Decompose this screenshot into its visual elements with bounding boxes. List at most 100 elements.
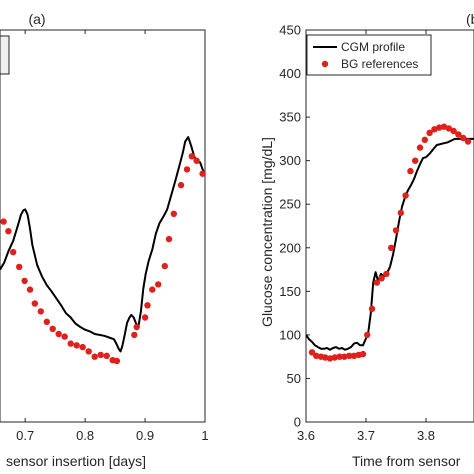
y-tick-label: 400 (279, 66, 301, 81)
series-point-bg (426, 129, 433, 136)
series-point-bg (165, 235, 173, 243)
series-point-bg (113, 357, 121, 365)
series-point-bg (133, 323, 140, 331)
series-point-bg (170, 210, 177, 217)
series-point-bg (193, 157, 200, 164)
series-point-bg (346, 352, 353, 359)
series-point-bg (445, 125, 452, 132)
series-point-bg (407, 167, 414, 175)
series-point-bg (188, 153, 195, 160)
y-tick-label: 250 (279, 197, 301, 212)
series-point-bg (373, 279, 380, 286)
series-point-bg (79, 343, 86, 351)
y-tick-label: 200 (279, 240, 301, 255)
series-point-bg (26, 286, 34, 293)
legend-dot-swatch (321, 60, 329, 68)
x-tick-label: 0.7 (16, 428, 34, 443)
panel-a-legend-fragment (0, 35, 10, 75)
series-point-bg (155, 281, 162, 288)
series-point-bg (392, 227, 400, 234)
panel-b-x-axis-label: Time from sensor (352, 453, 461, 469)
x-tick-label: 0.9 (136, 428, 154, 443)
series-line-cgm (306, 137, 474, 351)
series-point-bg (183, 166, 191, 173)
series-point-bg (161, 262, 168, 270)
y-tick-label: 100 (279, 327, 301, 342)
series-point-bg (0, 218, 7, 225)
series-point-bg (55, 330, 62, 338)
legend-label-bg: BG references (341, 57, 418, 71)
x-tick-label: 3.7 (357, 428, 375, 443)
y-tick-label: 150 (279, 284, 301, 299)
series-point-bg (177, 181, 185, 189)
series-point-bg (455, 131, 462, 138)
series-point-bg (49, 325, 56, 332)
x-tick-label: 1 (201, 428, 208, 443)
series-point-bg (73, 342, 80, 349)
series-point-bg (85, 348, 92, 355)
series-point-bg (131, 331, 138, 339)
series-point-bg (91, 353, 98, 360)
series-point-bg (440, 123, 448, 130)
series-point-bg (141, 314, 149, 321)
legend-label-cgm: CGM profile (341, 40, 405, 54)
series-point-bg (416, 144, 424, 151)
series-point-bg (21, 277, 28, 285)
panel-b-plot-area: 3.6 3.7 3.8 0 50 100 150 200 250 300 350 400 450 (279, 23, 474, 443)
y-tick-label: 450 (279, 23, 301, 38)
x-tick-label: 0.8 (76, 428, 94, 443)
series-point-bg (368, 305, 376, 312)
panel-b-legend: CGM profile BG references (306, 34, 432, 76)
series-point-bg (464, 138, 472, 145)
y-tick-label: 300 (279, 153, 301, 168)
y-tick-label: 50 (287, 371, 301, 386)
axes-frame (305, 29, 474, 423)
series-point-bg (421, 136, 428, 143)
series-point-bg (322, 354, 329, 361)
series-point-bg (341, 353, 348, 360)
series-point-bg (350, 352, 358, 359)
series-point-bg (31, 300, 38, 307)
series-point-bg (431, 126, 438, 133)
series-point-bg (61, 333, 68, 340)
plot-series (0, 136, 205, 365)
panel-a-x-axis-label: sensor insertion [days] (6, 453, 146, 469)
series-point-bg (313, 352, 320, 359)
series-point-bg (16, 263, 23, 271)
panel-b-letter: (b (466, 11, 474, 27)
series-point-bg (308, 349, 316, 356)
x-tick-label: 3.6 (297, 428, 315, 443)
series-point-bg (460, 134, 467, 142)
series-point-bg (37, 308, 44, 315)
series-point-bg (43, 318, 50, 325)
axes-frame (0, 29, 206, 423)
series-point-bg (412, 157, 419, 164)
series-point-bg (326, 355, 334, 362)
series-point-bg (402, 192, 409, 199)
series-point-bg (103, 352, 110, 359)
y-tick-label: 350 (279, 110, 301, 125)
panel-a-letter: (a) (28, 11, 45, 27)
panel-a-plot-area: 0.7 0.8 0.9 1 (0, 29, 209, 443)
series-point-bg (388, 244, 395, 251)
series-point-bg (5, 228, 12, 235)
series-point-bg (383, 270, 390, 278)
panel-a: (a) 0.7 0.8 0.9 1 sensor insertion [days] (0, 11, 209, 469)
series-point-bg (97, 351, 104, 359)
series-point-bg (149, 286, 156, 293)
series-point-bg (10, 248, 17, 256)
series-point-bg (378, 275, 385, 282)
x-tick-label: 3.8 (417, 428, 435, 443)
y-tick-label: 0 (294, 415, 301, 430)
series-point-bg (67, 340, 74, 347)
series-point-bg (359, 350, 367, 358)
series-point-bg (331, 354, 338, 361)
series-point-bg (436, 124, 443, 131)
series-line-cgm (0, 136, 205, 353)
series-point-bg (364, 331, 371, 339)
series-point-bg (199, 170, 205, 177)
series-point-bg (336, 353, 343, 360)
panel-b-y-axis-label: Glucose concentration [mg/dL] (259, 137, 275, 327)
series-point-bg (450, 127, 457, 135)
